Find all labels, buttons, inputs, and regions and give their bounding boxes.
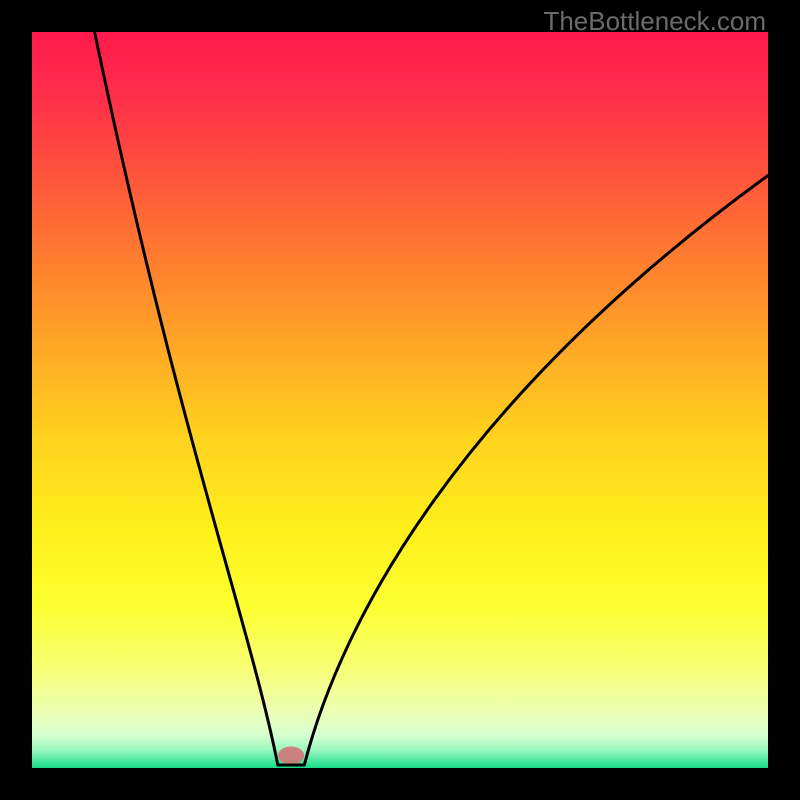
optimal-point-marker — [278, 746, 304, 764]
watermark-text: TheBottleneck.com — [543, 6, 766, 37]
bottleneck-curve — [32, 32, 768, 768]
curve-path — [95, 32, 768, 765]
plot-area — [32, 32, 768, 768]
chart-frame: TheBottleneck.com — [0, 0, 800, 800]
